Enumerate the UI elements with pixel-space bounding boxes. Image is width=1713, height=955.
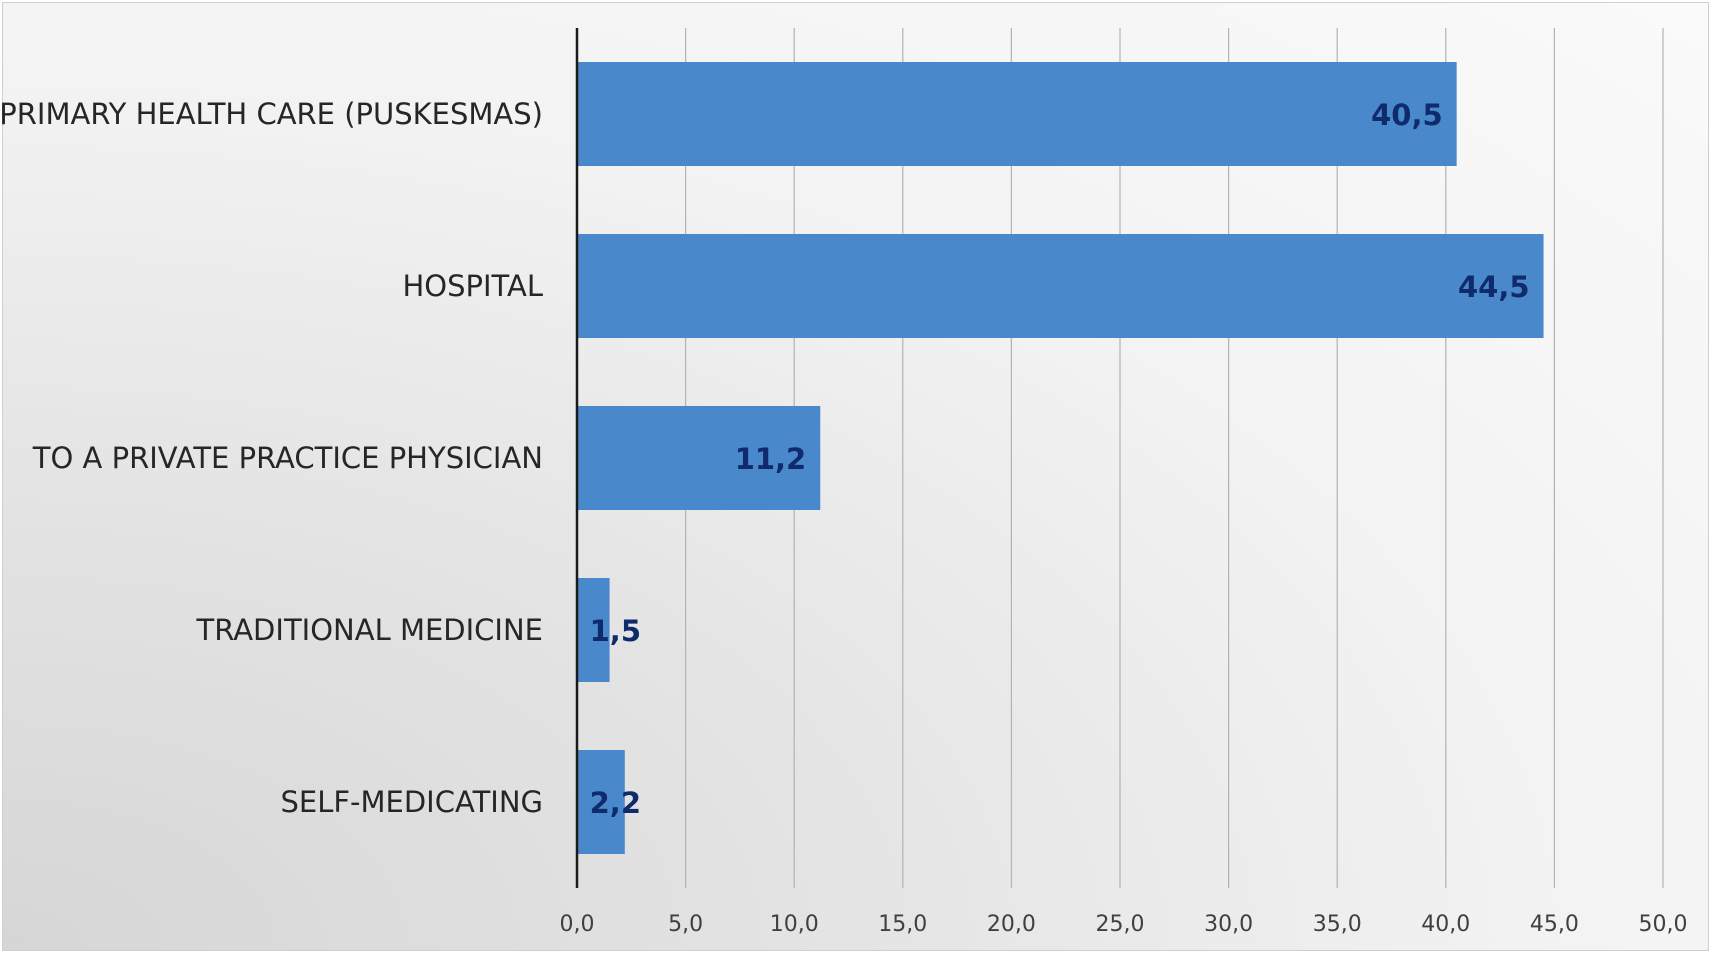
bar xyxy=(577,406,821,510)
data-label: 44,5 xyxy=(1458,270,1530,304)
bars xyxy=(577,62,1544,854)
x-tick-label: 40,0 xyxy=(1421,912,1470,937)
x-tick-label: 50,0 xyxy=(1639,912,1688,937)
data-label: 1,5 xyxy=(590,614,641,648)
data-label: 11,2 xyxy=(735,442,807,476)
category-label: TO A PRIVATE PRACTICE PHYSICIAN xyxy=(32,441,543,475)
x-tick-label: 15,0 xyxy=(878,912,927,937)
data-label: 40,5 xyxy=(1371,98,1443,132)
x-tick-label: 25,0 xyxy=(1096,912,1145,937)
x-tick-label: 0,0 xyxy=(560,912,595,937)
x-tick-label: 20,0 xyxy=(987,912,1036,937)
category-label: HOSPITAL xyxy=(402,269,543,303)
x-tick-label: 45,0 xyxy=(1530,912,1579,937)
category-label: SELF-MEDICATING xyxy=(280,785,543,819)
data-labels: 40,5 44,5 11,2 1,5 2,2 xyxy=(590,98,1530,820)
data-label: 2,2 xyxy=(590,786,641,820)
category-labels: PRIMARY HEALTH CARE (PUSKESMAS) HOSPITAL T… xyxy=(0,97,543,819)
x-tick-label: 10,0 xyxy=(770,912,819,937)
x-tick-label: 35,0 xyxy=(1313,912,1362,937)
bar xyxy=(577,750,625,854)
bar xyxy=(577,578,610,682)
x-tick-label: 5,0 xyxy=(668,912,703,937)
category-label: PRIMARY HEALTH CARE (PUSKESMAS) xyxy=(0,97,543,131)
bar xyxy=(577,62,1457,166)
x-tick-label: 30,0 xyxy=(1204,912,1253,937)
category-label: TRADITIONAL MEDICINE xyxy=(196,613,543,647)
bar xyxy=(577,234,1544,338)
x-axis-tick-labels: 0,0 5,0 10,0 15,0 20,0 25,0 30,0 35,0 40,0 45,0 50… xyxy=(560,912,1688,937)
gridlines xyxy=(684,28,1664,888)
